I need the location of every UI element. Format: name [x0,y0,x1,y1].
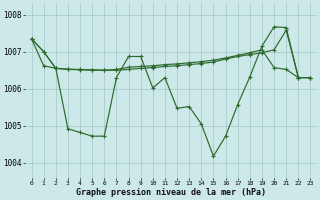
X-axis label: Graphe pression niveau de la mer (hPa): Graphe pression niveau de la mer (hPa) [76,188,266,197]
